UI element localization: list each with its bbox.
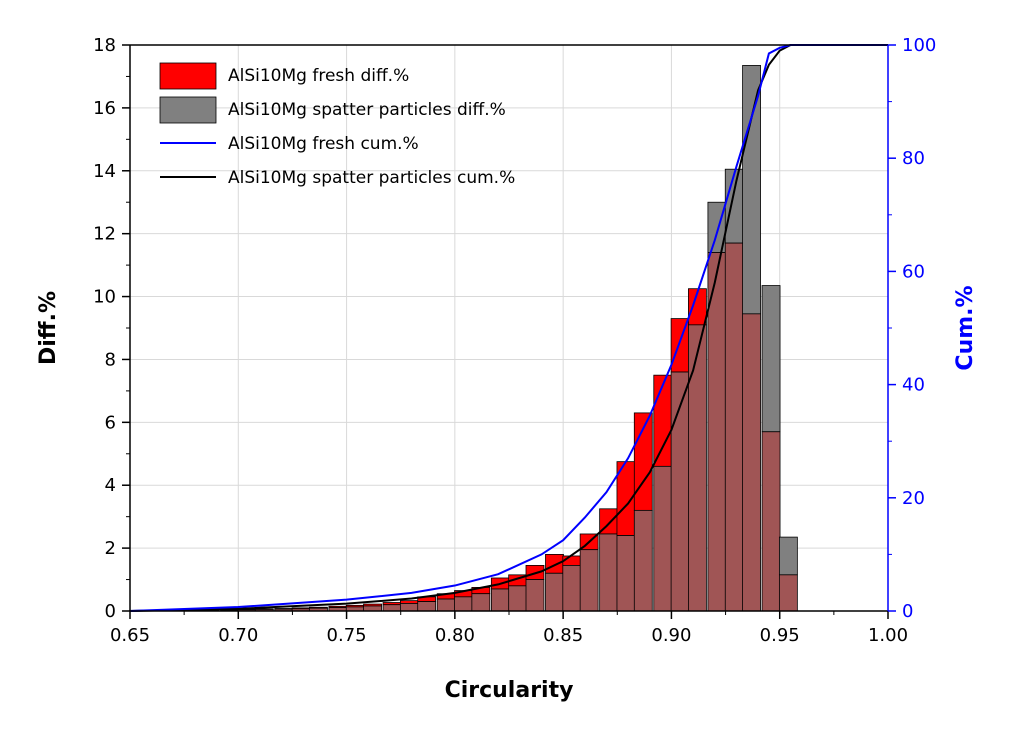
overlap-bar-31 — [688, 325, 706, 611]
spatter-bar-35 — [762, 286, 780, 432]
legend-label-1: AlSi10Mg spatter particles diff.% — [228, 100, 506, 120]
overlap-bar-15 — [400, 603, 418, 611]
y-tick-label-3: 6 — [105, 412, 116, 433]
overlap-bar-22 — [526, 580, 544, 611]
overlap-bar-14 — [383, 605, 401, 611]
y-axis-title: Diff.% — [36, 291, 61, 365]
x-tick-label-4: 0.85 — [543, 625, 583, 646]
y-tick-label-8: 16 — [93, 98, 116, 119]
y-tick-label-5: 10 — [93, 287, 116, 308]
overlap-bar-32 — [708, 253, 726, 611]
legend: AlSi10Mg fresh diff.% AlSi10Mg spatter pa… — [160, 63, 515, 188]
spatter-bar-36 — [779, 537, 797, 575]
overlap-bar-16 — [418, 602, 436, 611]
x-axis-title: Circularity — [445, 678, 574, 703]
y-tick-label-9: 18 — [93, 35, 116, 56]
y2-tick-label-0: 0 — [902, 601, 913, 622]
y-tick-label-6: 12 — [93, 224, 116, 245]
legend-label-2: AlSi10Mg fresh cum.% — [228, 134, 419, 154]
overlap-bar-17 — [437, 599, 455, 611]
fresh-bar-23 — [545, 554, 563, 573]
spatter-bar-34 — [743, 65, 761, 313]
overlap-bar-25 — [580, 550, 598, 611]
overlap-bar-23 — [545, 573, 563, 611]
legend-swatch-fresh — [160, 63, 216, 89]
overlap-bar-18 — [455, 597, 473, 611]
x-tick-label-6: 0.95 — [760, 625, 800, 646]
overlap-bar-24 — [563, 565, 581, 611]
legend-swatch-spatter — [160, 97, 216, 123]
spatter-bar-33 — [725, 169, 743, 243]
overlap-bar-36 — [779, 575, 797, 611]
y2-tick-label-2: 40 — [902, 375, 925, 396]
overlap-bar-13 — [364, 606, 382, 611]
y-tick-label-4: 8 — [105, 349, 116, 370]
y2-tick-label-4: 80 — [902, 148, 925, 169]
legend-label-0: AlSi10Mg fresh diff.% — [228, 66, 409, 86]
x-tick-label-7: 1.00 — [868, 625, 908, 646]
x-tick-label-5: 0.90 — [651, 625, 691, 646]
fresh-bar-15 — [400, 601, 418, 604]
y2-tick-label-3: 60 — [902, 261, 925, 282]
y-tick-label-2: 4 — [105, 475, 116, 496]
y-tick-label-1: 2 — [105, 538, 116, 559]
x-tick-label-2: 0.75 — [327, 625, 367, 646]
axes: 0.65 0.70 0.75 0.80 0.85 0.90 0.95 1.00 0 2 4 6 8 10 1… — [93, 35, 936, 646]
right-axis-title: Cum.% — [953, 285, 978, 370]
y2-tick-label-1: 20 — [902, 488, 925, 509]
overlap-bar-33 — [725, 243, 743, 611]
overlap-bar-19 — [472, 594, 490, 611]
legend-label-3: AlSi10Mg spatter particles cum.% — [228, 168, 515, 188]
overlap-bar-28 — [634, 510, 652, 611]
y2-tick-label-5: 100 — [902, 35, 936, 56]
fresh-bar-29 — [654, 375, 672, 466]
overlap-bar-27 — [617, 536, 635, 611]
overlap-bar-21 — [509, 586, 527, 611]
x-tick-label-0: 0.65 — [110, 625, 150, 646]
x-tick-label-3: 0.80 — [435, 625, 475, 646]
overlap-bar-29 — [654, 466, 672, 611]
overlap-bar-34 — [743, 314, 761, 611]
overlap-bar-26 — [600, 534, 618, 611]
x-tick-label-1: 0.70 — [218, 625, 258, 646]
overlap-bar-20 — [491, 589, 509, 611]
y-tick-label-0: 0 — [105, 601, 116, 622]
overlap-bar-35 — [762, 432, 780, 611]
y-tick-label-7: 14 — [93, 161, 116, 182]
